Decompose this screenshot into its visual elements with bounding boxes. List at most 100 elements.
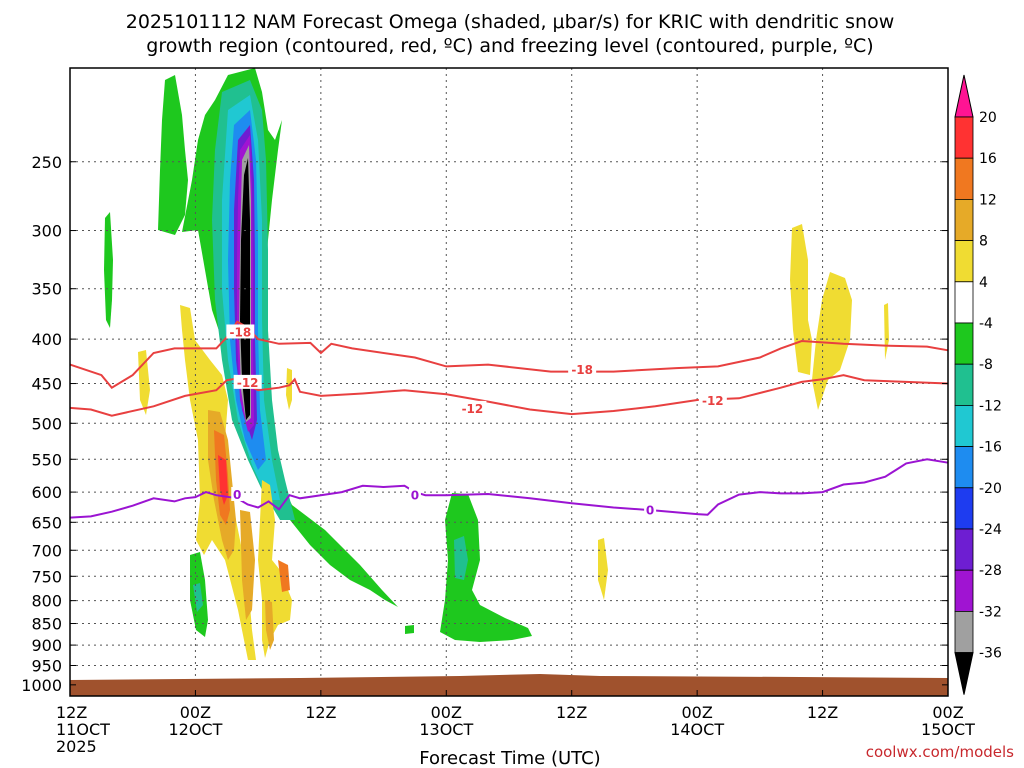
y-tick-label-800: 800 <box>31 592 62 611</box>
colorbar-box-4 <box>954 281 974 324</box>
omega-orange-right-col <box>265 600 274 650</box>
contour-label-bg-2 <box>233 374 262 389</box>
y-tick-label-400: 400 <box>31 330 62 349</box>
omega-yellow-mid <box>598 538 608 600</box>
omega-yellow-sliver <box>286 368 292 410</box>
contour-line--12 <box>69 374 949 417</box>
contour-label-5: 0 <box>233 488 241 502</box>
contour-line--18 <box>69 320 949 390</box>
y-tick-label-700: 700 <box>31 541 62 560</box>
x-tick-label-0-1: 12Z <box>56 703 87 722</box>
temperature-contours: -18 -18 -12 -12 -12 0 0 0 <box>69 320 949 519</box>
colorbar-label-10: -24 <box>979 522 1002 538</box>
colorbar-box-0 <box>954 116 974 159</box>
colorbar-label-1: 16 <box>979 151 997 167</box>
contour-label-bg-0 <box>226 324 255 339</box>
y-tick-label-650: 650 <box>31 513 62 532</box>
y-tick-label-600: 600 <box>31 483 62 502</box>
colorbar-label-13: -36 <box>979 646 1002 662</box>
colorbar-label-4: 4 <box>979 275 988 291</box>
y-tick-label-450: 450 <box>31 375 62 394</box>
colorbar-box-9 <box>954 487 974 530</box>
colorbar-box-11 <box>954 569 974 612</box>
omega-green-dot <box>405 625 414 634</box>
colorbar-box-10 <box>954 528 974 571</box>
colorbar: 20 16 12 8 4 -4 -8 -12 -16 -20 -24 -28 -32 -36 <box>954 74 1002 695</box>
terrain-strip <box>70 674 948 696</box>
y-tick-label-300: 300 <box>31 222 62 241</box>
contour-label-0: -18 <box>230 325 252 339</box>
omega-green-streak <box>104 212 113 328</box>
omega-green-left-plume <box>158 75 188 235</box>
y-axis-ticks: 250 300 350 400 450 500 550 600 650 700 750 800 850 9… <box>21 153 948 695</box>
x-axis-label: Forecast Time (UTC) <box>419 748 600 768</box>
omega-teal-mid <box>454 536 468 580</box>
plot-frame <box>69 67 949 697</box>
colorbar-top-arrow <box>954 74 974 118</box>
colorbar-box-7 <box>954 404 974 447</box>
chart-title-line-1: 2025101112 NAM Forecast Omega (shaded, μ… <box>126 11 895 33</box>
y-tick-label-550: 550 <box>31 450 62 469</box>
colorbar-box-12 <box>954 611 974 654</box>
omega-yellow-right-a <box>790 224 812 375</box>
x-tick-label-36-1: 00Z <box>431 703 462 722</box>
x-tick-label-60-2: 14OCT <box>670 720 724 739</box>
y-tick-label-500: 500 <box>31 414 62 433</box>
y-tick-label-900: 900 <box>31 636 62 655</box>
contour-label-bg-4 <box>698 392 727 407</box>
colorbar-label-6: -8 <box>979 357 993 373</box>
omega-green-mid <box>440 493 532 642</box>
contour-label-bg-5 <box>231 486 244 501</box>
contour-label-3: -12 <box>462 402 484 416</box>
contour-label-bg-7 <box>644 502 657 517</box>
colorbar-label-0: 20 <box>979 110 997 126</box>
x-tick-label-48-1: 12Z <box>556 703 587 722</box>
colorbar-box-5 <box>954 322 974 365</box>
credit-text: coolwx.com/models <box>866 743 1014 761</box>
contour-label-6: 0 <box>411 489 419 503</box>
colorbar-box-6 <box>954 363 974 406</box>
y-tick-label-750: 750 <box>31 567 62 586</box>
x-tick-label-84-2: 15OCT <box>921 720 975 739</box>
colorbar-bottom-arrow <box>954 652 974 695</box>
colorbar-label-8: -16 <box>979 440 1002 456</box>
colorbar-label-2: 12 <box>979 192 997 208</box>
omega-shading <box>104 68 889 660</box>
contour-label-1: -18 <box>571 363 593 377</box>
contour-label-bg-1 <box>568 362 597 377</box>
contour-label-4: -12 <box>702 394 724 408</box>
contour-label-bg-6 <box>408 487 421 502</box>
colorbar-box-3 <box>954 240 974 283</box>
y-tick-label-250: 250 <box>31 153 62 172</box>
contour-label-2: -12 <box>237 376 259 390</box>
y-tick-label-1000: 1000 <box>21 676 62 695</box>
x-tick-label-12-2: 12OCT <box>168 720 222 739</box>
omega-yellow-right-b <box>812 272 852 410</box>
colorbar-label-9: -20 <box>979 481 1002 497</box>
x-tick-label-24-1: 12Z <box>305 703 336 722</box>
y-tick-label-850: 850 <box>31 615 62 634</box>
y-tick-label-350: 350 <box>31 280 62 299</box>
chart-title-line-2: growth region (contoured, red, ºC) and f… <box>146 35 873 57</box>
colorbar-label-7: -12 <box>979 398 1002 414</box>
x-tick-label-0-3: 2025 <box>56 737 97 756</box>
contour-label-7: 0 <box>646 503 654 517</box>
x-tick-label-60-1: 00Z <box>681 703 712 722</box>
colorbar-label-5: -4 <box>979 316 993 332</box>
x-tick-label-12-1: 00Z <box>180 703 211 722</box>
x-tick-label-36-2: 13OCT <box>419 720 473 739</box>
y-tick-label-950: 950 <box>31 656 62 675</box>
omega-yellow-right-c <box>884 303 889 360</box>
omega-redcore-left <box>218 455 228 505</box>
colorbar-label-11: -28 <box>979 563 1002 579</box>
x-tick-label-84-1: 00Z <box>932 703 963 722</box>
contour-label-bg-3 <box>458 400 487 415</box>
colorbar-label-3: 8 <box>979 234 988 250</box>
colorbar-box-2 <box>954 198 974 241</box>
colorbar-box-8 <box>954 446 974 489</box>
colorbar-box-1 <box>954 157 974 200</box>
x-tick-label-0-2: 11OCT <box>56 720 110 739</box>
colorbar-label-12: -32 <box>979 604 1002 620</box>
omega-orange-right <box>240 510 255 620</box>
